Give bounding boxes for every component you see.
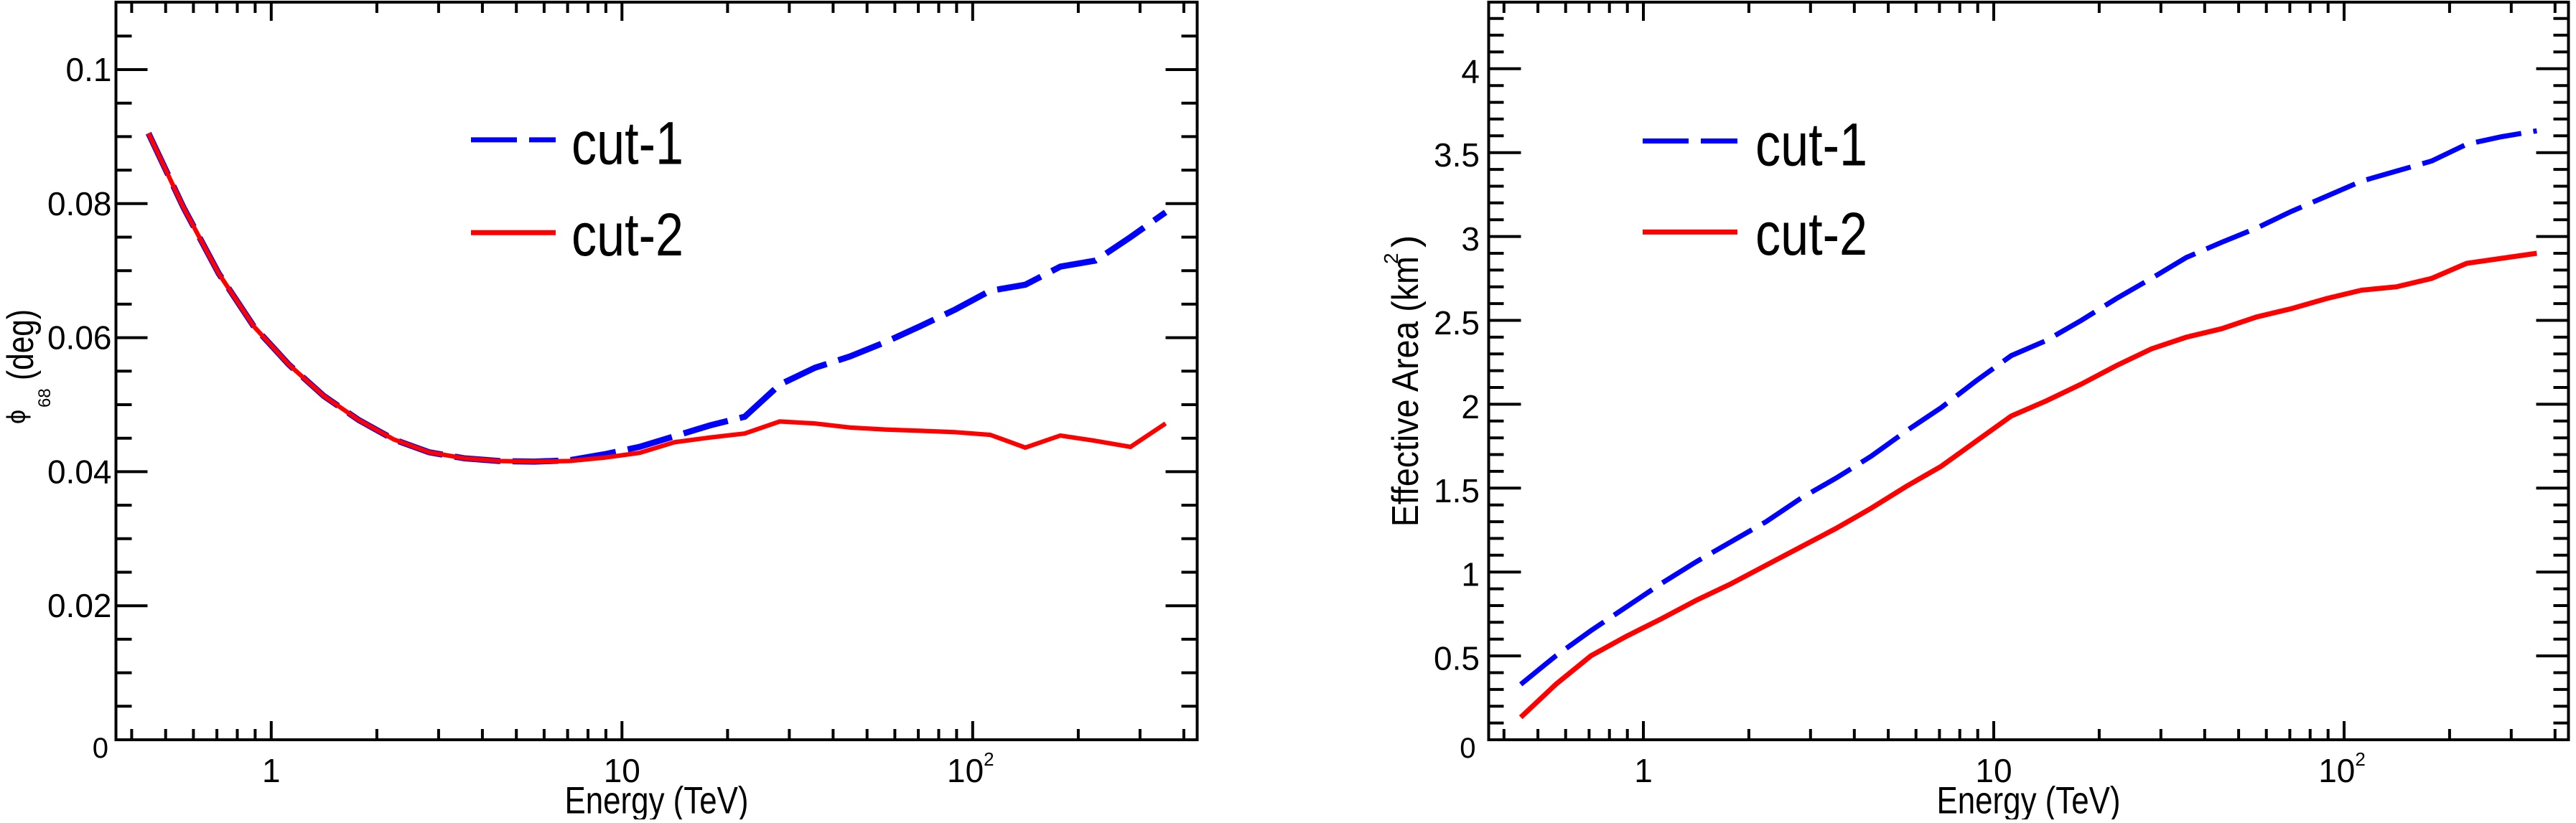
- svg-text:0.1: 0.1: [66, 51, 112, 88]
- svg-text:2.5: 2.5: [1434, 304, 1480, 342]
- svg-text:cut-1: cut-1: [571, 110, 683, 177]
- svg-text:68: 68: [35, 388, 55, 408]
- svg-text:2: 2: [1380, 253, 1402, 264]
- svg-text:10: 10: [604, 752, 640, 789]
- svg-text:Energy (TeV): Energy (TeV): [1937, 780, 2121, 819]
- svg-text:3.5: 3.5: [1434, 136, 1480, 174]
- svg-text:ϕ: ϕ: [1, 410, 31, 424]
- svg-text:cut-2: cut-2: [571, 201, 683, 268]
- svg-text:0: 0: [93, 733, 108, 764]
- svg-text:0.02: 0.02: [47, 587, 112, 624]
- svg-text:cut-1: cut-1: [1755, 110, 1867, 178]
- svg-text:(deg): (deg): [0, 309, 42, 380]
- svg-text:): ): [1385, 235, 1427, 248]
- svg-text:2: 2: [1461, 388, 1480, 425]
- svg-text:cut-2: cut-2: [1755, 200, 1867, 268]
- svg-text:1: 1: [262, 752, 281, 789]
- svg-text:0.08: 0.08: [47, 185, 112, 222]
- svg-text:0: 0: [1460, 733, 1475, 764]
- svg-text:0.5: 0.5: [1434, 640, 1480, 677]
- svg-text:1.5: 1.5: [1434, 472, 1480, 509]
- svg-text:1: 1: [1634, 752, 1653, 789]
- svg-text:Effective Area (km: Effective Area (km: [1385, 256, 1427, 527]
- svg-text:4: 4: [1461, 52, 1480, 90]
- svg-text:1: 1: [1461, 556, 1480, 593]
- svg-text:Energy (TeV): Energy (TeV): [565, 780, 749, 819]
- svg-text:10: 10: [1975, 752, 2012, 789]
- svg-text:0.06: 0.06: [47, 319, 112, 357]
- svg-text:3: 3: [1461, 220, 1480, 258]
- svg-text:0.04: 0.04: [47, 453, 112, 490]
